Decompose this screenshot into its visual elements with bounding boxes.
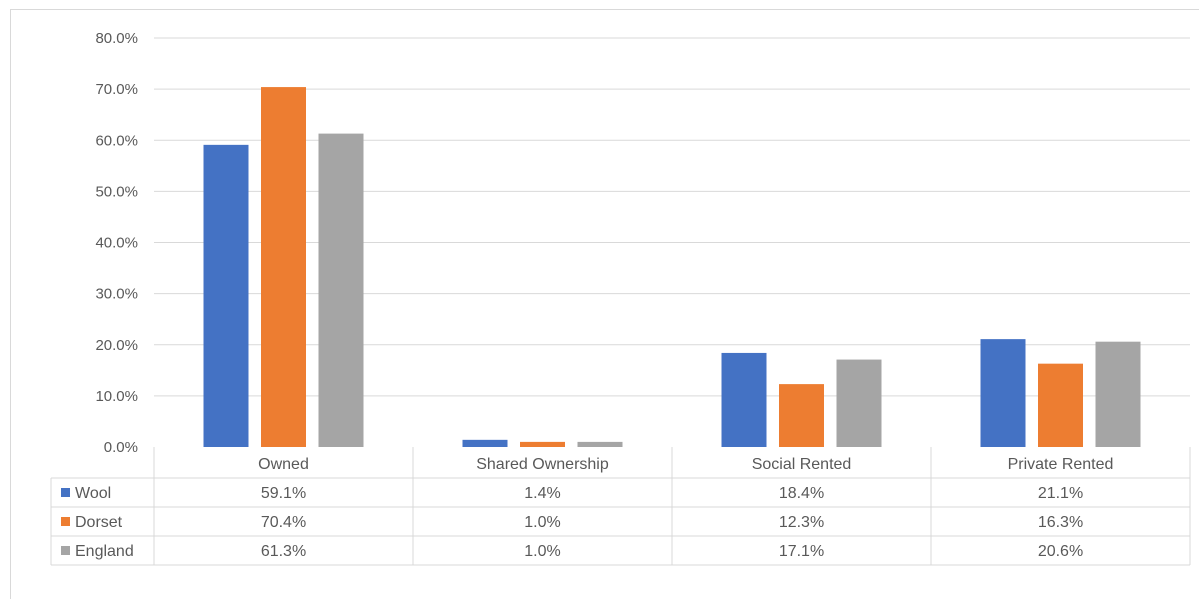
y-tick-label: 0.0% [104, 439, 138, 456]
bar-dorset-1 [520, 442, 565, 447]
legend-key-england [61, 546, 70, 555]
category-label: Private Rented [1008, 456, 1114, 473]
data-label: 1.0% [524, 514, 560, 531]
category-label: Social Rented [752, 456, 852, 473]
data-label: 17.1% [779, 543, 824, 560]
data-label: 21.1% [1038, 485, 1083, 502]
bar-wool-1 [463, 440, 508, 447]
y-tick-label: 20.0% [95, 337, 138, 354]
y-tick-label: 80.0% [95, 30, 138, 47]
bar-dorset-2 [779, 384, 824, 447]
data-label: 16.3% [1038, 514, 1083, 531]
data-label: 18.4% [779, 485, 824, 502]
y-tick-label: 10.0% [95, 388, 138, 405]
data-label: 1.4% [524, 485, 560, 502]
y-tick-label: 40.0% [95, 235, 138, 252]
category-label: Shared Ownership [476, 456, 609, 473]
bar-england-2 [837, 360, 882, 447]
bar-wool-3 [981, 339, 1026, 447]
data-label: 12.3% [779, 514, 824, 531]
legend-key-dorset [61, 517, 70, 526]
data-label: 59.1% [261, 485, 306, 502]
data-label: 20.6% [1038, 543, 1083, 560]
category-label: Owned [258, 456, 309, 473]
bar-dorset-3 [1038, 364, 1083, 447]
bar-wool-0 [204, 145, 249, 447]
legend-label: Wool [75, 485, 111, 502]
data-label: 70.4% [261, 514, 306, 531]
legend-label: Dorset [75, 514, 123, 531]
y-tick-label: 60.0% [95, 132, 138, 149]
y-tick-label: 50.0% [95, 183, 138, 200]
legend-key-wool [61, 488, 70, 497]
y-tick-label: 70.0% [95, 81, 138, 98]
bar-dorset-0 [261, 87, 306, 447]
data-label: 1.0% [524, 543, 560, 560]
data-label: 61.3% [261, 543, 306, 560]
bar-england-1 [578, 442, 623, 447]
legend-label: England [75, 543, 134, 560]
chart-svg: 0.0% 10.0% 20.0% 30.0% 40.0% 50.0% 60.0% 70.0% 8… [11, 10, 1200, 591]
bar-wool-2 [722, 353, 767, 447]
y-tick-label: 30.0% [95, 286, 138, 303]
bar-england-0 [319, 134, 364, 447]
chart-frame: 0.0% 10.0% 20.0% 30.0% 40.0% 50.0% 60.0% 70.0% 8… [10, 9, 1199, 599]
bar-england-3 [1096, 342, 1141, 447]
